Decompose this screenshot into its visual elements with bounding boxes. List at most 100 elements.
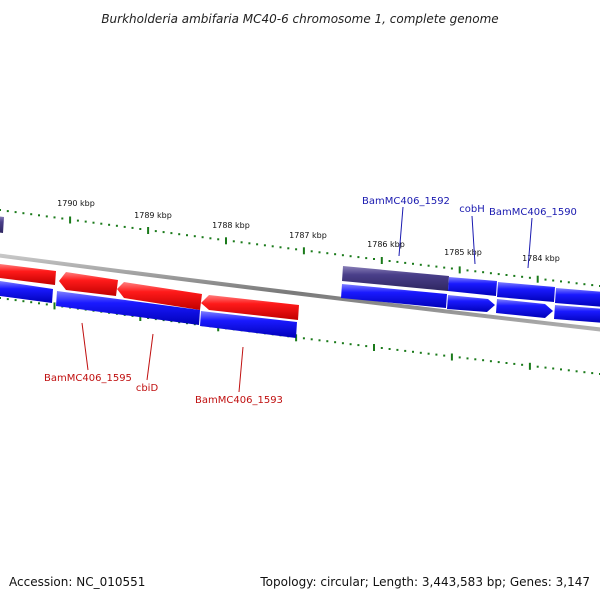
- minor-tick: [271, 245, 274, 248]
- minor-tick: [419, 263, 422, 266]
- minor-tick: [396, 260, 399, 263]
- gene-selected-BamMC406_1592[interactable]: [342, 266, 449, 291]
- minor-tick: [22, 300, 25, 303]
- minor-tick: [61, 217, 64, 220]
- minor-tick: [560, 368, 562, 371]
- minor-tick: [232, 240, 235, 243]
- major-tick: [373, 344, 375, 351]
- minor-tick: [287, 247, 290, 250]
- gene-label-BamMC406_1595[interactable]: BamMC406_1595: [44, 373, 132, 384]
- gene-cobH[interactable]: [447, 295, 495, 312]
- minor-tick: [53, 216, 56, 219]
- minor-tick: [310, 250, 313, 253]
- minor-tick: [193, 235, 196, 238]
- major-tick: [528, 362, 531, 370]
- gene-forward-right-3[interactable]: [497, 282, 555, 302]
- minor-tick: [536, 365, 539, 368]
- reverse-strand-genes: [0, 264, 299, 320]
- minor-tick: [326, 340, 329, 343]
- minor-tick: [482, 271, 485, 274]
- minor-tick: [365, 257, 368, 260]
- minor-tick: [170, 232, 173, 235]
- gene-forward-right-4[interactable]: [555, 288, 600, 307]
- minor-tick: [567, 281, 570, 284]
- minor-tick: [404, 349, 407, 352]
- minor-tick: [591, 284, 594, 287]
- minor-tick: [427, 264, 430, 267]
- minor-tick: [178, 233, 181, 236]
- leader-line-BamMC406_1592: [398, 206, 404, 257]
- minor-tick: [544, 366, 547, 369]
- minor-tick: [76, 219, 79, 222]
- minor-tick: [474, 358, 477, 361]
- gene-reverse-2[interactable]: [59, 272, 118, 296]
- minor-tick: [6, 210, 9, 213]
- minor-tick: [575, 370, 578, 373]
- gene-forward-left-1[interactable]: [0, 281, 53, 303]
- gene-label-BamMC406_1593[interactable]: BamMC406_1593: [195, 395, 283, 406]
- minor-tick: [474, 270, 477, 273]
- gene-label-cobH[interactable]: cobH: [459, 204, 484, 215]
- minor-tick: [45, 215, 48, 218]
- gene-reverse-1[interactable]: [0, 264, 56, 285]
- minor-tick: [217, 238, 220, 241]
- major-tick: [536, 275, 539, 283]
- minor-tick: [443, 266, 446, 269]
- minor-tick: [326, 252, 329, 255]
- major-tick: [53, 302, 56, 310]
- minor-tick: [412, 350, 414, 353]
- minor-tick: [497, 361, 500, 364]
- minor-tick: [318, 251, 321, 254]
- minor-tick: [567, 369, 570, 372]
- minor-tick: [38, 214, 40, 217]
- minor-tick: [341, 342, 344, 345]
- minor-tick: [489, 360, 492, 363]
- tick-label-1786: 1786 kbp: [367, 240, 405, 249]
- gene-forward-left-3[interactable]: [200, 311, 297, 338]
- minor-tick: [373, 258, 375, 260]
- minor-tick: [115, 224, 118, 227]
- minor-tick: [380, 347, 383, 349]
- accession-text: Accession: NC_010551: [9, 575, 145, 589]
- gene-forward-right-2[interactable]: [448, 277, 497, 296]
- minor-tick: [22, 212, 25, 215]
- forward-strand-genes-left: [0, 216, 297, 338]
- gene-forward-left-2[interactable]: [56, 291, 200, 325]
- minor-tick: [513, 274, 516, 277]
- scale-ticks-upper: [0, 209, 600, 287]
- minor-tick: [583, 371, 586, 374]
- gene-reverse-3[interactable]: [117, 282, 202, 310]
- minor-tick: [575, 282, 578, 285]
- gene-edge-marker[interactable]: [0, 216, 4, 233]
- minor-tick: [162, 231, 165, 234]
- minor-tick: [201, 236, 204, 239]
- minor-tick: [521, 275, 524, 278]
- minor-tick: [318, 339, 321, 342]
- map-title: Burkholderia ambifaria MC40-6 chromosome…: [101, 12, 498, 26]
- bottom-gene-labels: BamMC406_1595 cbiD BamMC406_1593: [44, 322, 283, 406]
- minor-tick: [186, 234, 188, 237]
- minor-tick: [388, 260, 391, 262]
- minor-tick: [357, 344, 360, 347]
- tick-label-1788: 1788 kbp: [212, 221, 250, 230]
- minor-tick: [497, 273, 500, 276]
- gene-label-cbiD[interactable]: cbiD: [136, 383, 159, 394]
- minor-tick: [412, 262, 414, 265]
- minor-tick: [427, 352, 430, 355]
- gene-label-BamMC406_1592[interactable]: BamMC406_1592: [362, 196, 450, 207]
- minor-tick: [357, 256, 360, 259]
- minor-tick: [139, 228, 142, 230]
- gene-forward-right-5[interactable]: [554, 305, 600, 323]
- minor-tick: [552, 367, 555, 370]
- gene-label-BamMC406_1590[interactable]: BamMC406_1590: [489, 207, 577, 218]
- minor-tick: [435, 353, 438, 356]
- tick-label-1790: 1790 kbp: [57, 199, 95, 208]
- minor-tick: [0, 297, 1, 299]
- minor-tick: [466, 269, 469, 272]
- gene-forward-right-1[interactable]: [341, 284, 447, 308]
- minor-tick: [435, 265, 438, 268]
- gene-BamMC406_1590[interactable]: [496, 299, 553, 318]
- gene-reverse-4[interactable]: [201, 295, 299, 320]
